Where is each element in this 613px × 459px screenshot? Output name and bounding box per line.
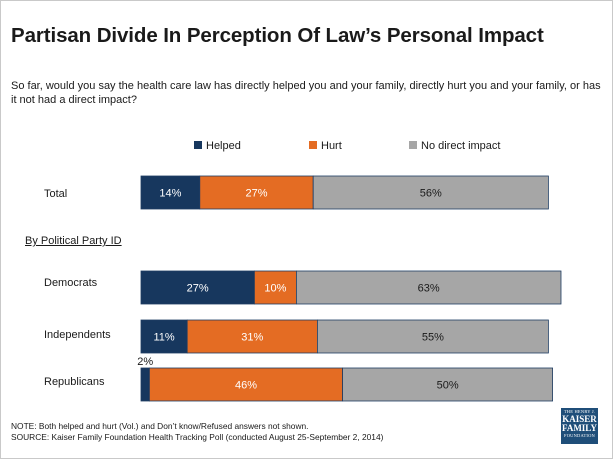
logo-line-1: THE HENRY J. [563,409,596,414]
legend-label-no-direct-impact: No direct impact [421,140,501,152]
data-label-republicans-hurt: 46% [235,380,257,392]
category-label-democrats: Democrats [44,277,98,289]
legend-label-hurt: Hurt [321,140,342,152]
data-label-independents-hurt: 31% [241,332,263,344]
bar-democrats-no-direct-impact [295,270,562,305]
data-label-independents-no-direct-impact: 55% [422,332,444,344]
data-label-republicans-helped: 2% [137,356,153,368]
bar-independents-hurt [186,319,318,354]
bar-total-no-direct-impact [312,175,549,210]
category-label-republicans: Republicans [44,376,105,388]
bar-republicans-helped [140,367,150,402]
logo-line-3: FAMILY [561,423,597,433]
survey-question: So far, would you say the health care la… [11,80,601,106]
data-label-democrats-no-direct-impact: 63% [418,283,440,295]
data-label-total-no-direct-impact: 56% [420,188,442,200]
data-label-independents-helped: 11% [153,332,174,344]
data-label-democrats-helped: 27% [187,283,209,295]
note-text: NOTE: Both helped and hurt (Vol.) and Do… [11,421,309,431]
kff-logo: THE HENRY J. KAISER FAMILY FOUNDATION [561,408,598,444]
bar-democrats-helped [140,270,255,305]
data-label-republicans-no-direct-impact: 50% [437,380,459,392]
bar-democrats-hurt [253,270,297,305]
group-label: By Political Party ID [25,235,122,247]
data-label-total-hurt: 27% [245,188,267,200]
category-label-total: Total [44,188,68,200]
legend-item-no-direct-impact: No direct impact [409,139,500,153]
bar-republicans-hurt [148,367,343,402]
legend-swatch-no-direct-impact [409,141,417,150]
category-label-independents: Independents [44,329,111,341]
legend-item-helped: Helped [194,139,241,153]
bar-independents-helped [140,319,188,354]
legend-swatch-helped [194,141,202,150]
logo-line-4: FOUNDATION [564,433,595,438]
footnote: NOTE: Both helped and hurt (Vol.) and Do… [11,421,383,443]
data-label-total-helped: 14% [159,188,181,200]
logo-line-2: KAISER [562,414,597,424]
bar-total-helped [140,175,201,210]
source-text: SOURCE: Kaiser Family Foundation Health … [11,432,384,442]
legend-swatch-hurt [309,141,317,150]
bar-independents-no-direct-impact [316,319,549,354]
bar-republicans-no-direct-impact [342,367,554,402]
legend-label-helped: Helped [206,140,241,152]
chart-title: Partisan Divide In Perception Of Law’s P… [11,24,544,47]
bar-total-hurt [199,175,314,210]
data-label-democrats-hurt: 10% [264,283,286,295]
legend-item-hurt: Hurt [309,139,342,153]
